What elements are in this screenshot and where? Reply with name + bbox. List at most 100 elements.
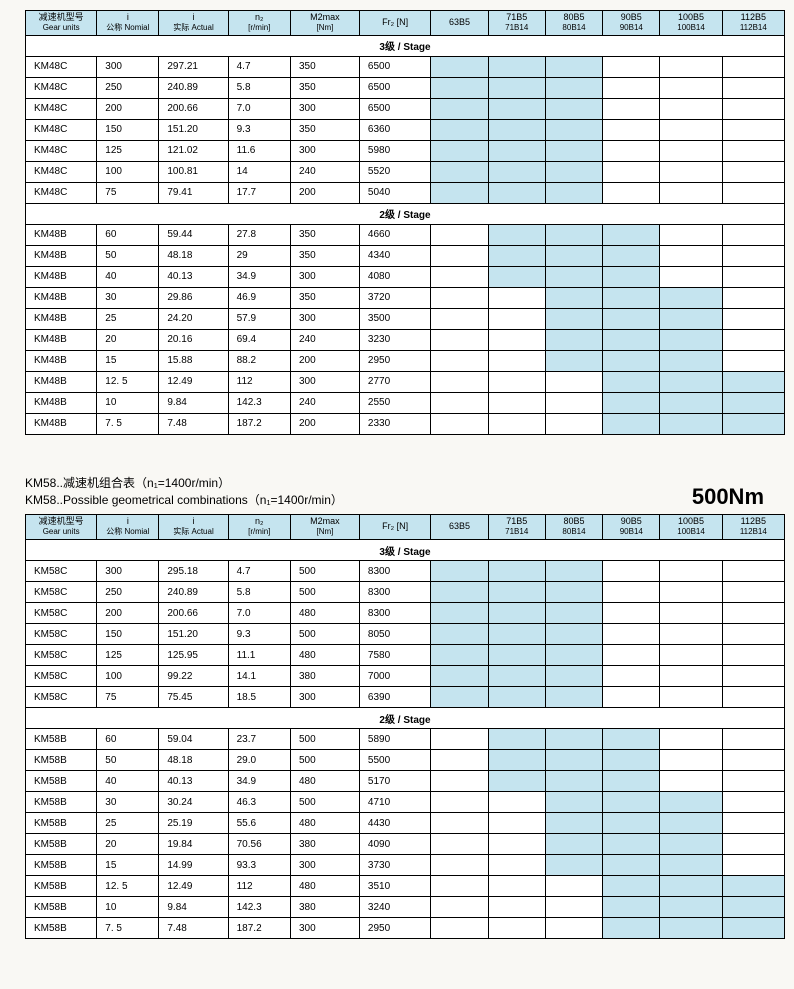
cell: 5170 [359, 771, 431, 792]
cell: 200 [97, 98, 159, 119]
flange-cell [603, 687, 660, 708]
cell: 25 [97, 308, 159, 329]
flange-cell [722, 687, 784, 708]
table-row: KM58C200200.667.04808300 [26, 603, 785, 624]
flange-cell [722, 897, 784, 918]
flange-cell [660, 77, 722, 98]
cell: 48.18 [159, 750, 228, 771]
cell: 12.49 [159, 371, 228, 392]
cell: 112 [228, 371, 290, 392]
flange-cell [488, 561, 545, 582]
table-row: KM58B12. 512.491124803510 [26, 876, 785, 897]
flange-cell [488, 582, 545, 603]
table-row: KM48C125121.0211.63005980 [26, 140, 785, 161]
cell: 29.0 [228, 750, 290, 771]
flange-cell [660, 561, 722, 582]
cell: KM58B [26, 855, 97, 876]
cell: 200 [290, 413, 359, 434]
cell: 11.1 [228, 645, 290, 666]
stage-header: 3级 / Stage [26, 540, 785, 561]
cell: 350 [290, 224, 359, 245]
table-row: KM48B2524.2057.93003500 [26, 308, 785, 329]
flange-cell [603, 855, 660, 876]
flange-cell [722, 413, 784, 434]
flange-cell [545, 350, 602, 371]
table-row: KM58B7. 57.48187.23002950 [26, 918, 785, 939]
table-row: KM48B4040.1334.93004080 [26, 266, 785, 287]
flange-cell [603, 224, 660, 245]
cell: 7000 [359, 666, 431, 687]
flange-cell [660, 245, 722, 266]
flange-cell [431, 308, 488, 329]
cell: 380 [290, 834, 359, 855]
flange-cell [545, 245, 602, 266]
flange-cell [545, 56, 602, 77]
cell: 4340 [359, 245, 431, 266]
cell: 2550 [359, 392, 431, 413]
cell: KM58B [26, 792, 97, 813]
cell: 112 [228, 876, 290, 897]
cell: 14.99 [159, 855, 228, 876]
flange-cell [722, 224, 784, 245]
flange-cell [660, 287, 722, 308]
flange-cell [660, 750, 722, 771]
cell: 480 [290, 771, 359, 792]
cell: 187.2 [228, 918, 290, 939]
flange-cell [431, 666, 488, 687]
cell: KM48B [26, 245, 97, 266]
col-header: 80B580B14 [545, 11, 602, 36]
cell: KM48B [26, 287, 97, 308]
flange-cell [431, 582, 488, 603]
cell: KM58B [26, 834, 97, 855]
cell: 9.3 [228, 119, 290, 140]
flange-cell [431, 603, 488, 624]
cell: 151.20 [159, 119, 228, 140]
cell: 30 [97, 287, 159, 308]
cell: 20 [97, 329, 159, 350]
cell: 4430 [359, 813, 431, 834]
flange-cell [545, 729, 602, 750]
cell: 4710 [359, 792, 431, 813]
cell: 142.3 [228, 392, 290, 413]
flange-cell [660, 371, 722, 392]
cell: 5.8 [228, 582, 290, 603]
cell: 12. 5 [97, 876, 159, 897]
cell: KM58C [26, 582, 97, 603]
table-row: KM58B109.84142.33803240 [26, 897, 785, 918]
cell: 11.6 [228, 140, 290, 161]
flange-cell [545, 624, 602, 645]
cell: 7580 [359, 645, 431, 666]
cell: 27.8 [228, 224, 290, 245]
table-row: KM48B12. 512.491123002770 [26, 371, 785, 392]
cell: 60 [97, 224, 159, 245]
flange-cell [545, 77, 602, 98]
cell: 6500 [359, 98, 431, 119]
cell: 99.22 [159, 666, 228, 687]
cell: KM48C [26, 56, 97, 77]
table-row: KM48C250240.895.83506500 [26, 77, 785, 98]
flange-cell [660, 392, 722, 413]
cell: KM58C [26, 603, 97, 624]
flange-cell [660, 855, 722, 876]
cell: 14 [228, 161, 290, 182]
flange-cell [603, 77, 660, 98]
cell: 3730 [359, 855, 431, 876]
table-row: KM48C7579.4117.72005040 [26, 182, 785, 203]
cell: KM58B [26, 729, 97, 750]
cell: 7. 5 [97, 413, 159, 434]
col-header: 71B571B14 [488, 11, 545, 36]
flange-cell [603, 729, 660, 750]
flange-cell [603, 897, 660, 918]
flange-cell [545, 287, 602, 308]
flange-cell [660, 624, 722, 645]
cell: 6390 [359, 687, 431, 708]
cell: KM48B [26, 413, 97, 434]
flange-cell [660, 308, 722, 329]
cell: 500 [290, 624, 359, 645]
flange-cell [488, 645, 545, 666]
flange-cell [660, 56, 722, 77]
col-header: Fr₂ [N] [359, 11, 431, 36]
cell: 8300 [359, 582, 431, 603]
cell: 3510 [359, 876, 431, 897]
flange-cell [488, 371, 545, 392]
